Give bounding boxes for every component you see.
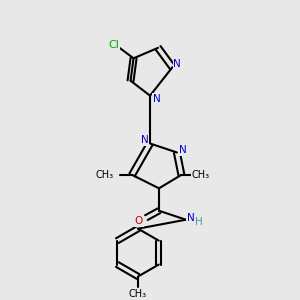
Text: N: N <box>179 145 187 155</box>
Text: N: N <box>153 94 160 103</box>
Text: H: H <box>195 217 202 227</box>
Text: CH₃: CH₃ <box>129 289 147 299</box>
Text: O: O <box>135 216 143 226</box>
Text: N: N <box>173 59 181 69</box>
Text: Cl: Cl <box>109 40 120 50</box>
Text: CH₃: CH₃ <box>191 170 209 180</box>
Text: N: N <box>141 136 148 146</box>
Text: CH₃: CH₃ <box>95 170 113 180</box>
Text: N: N <box>187 213 194 223</box>
